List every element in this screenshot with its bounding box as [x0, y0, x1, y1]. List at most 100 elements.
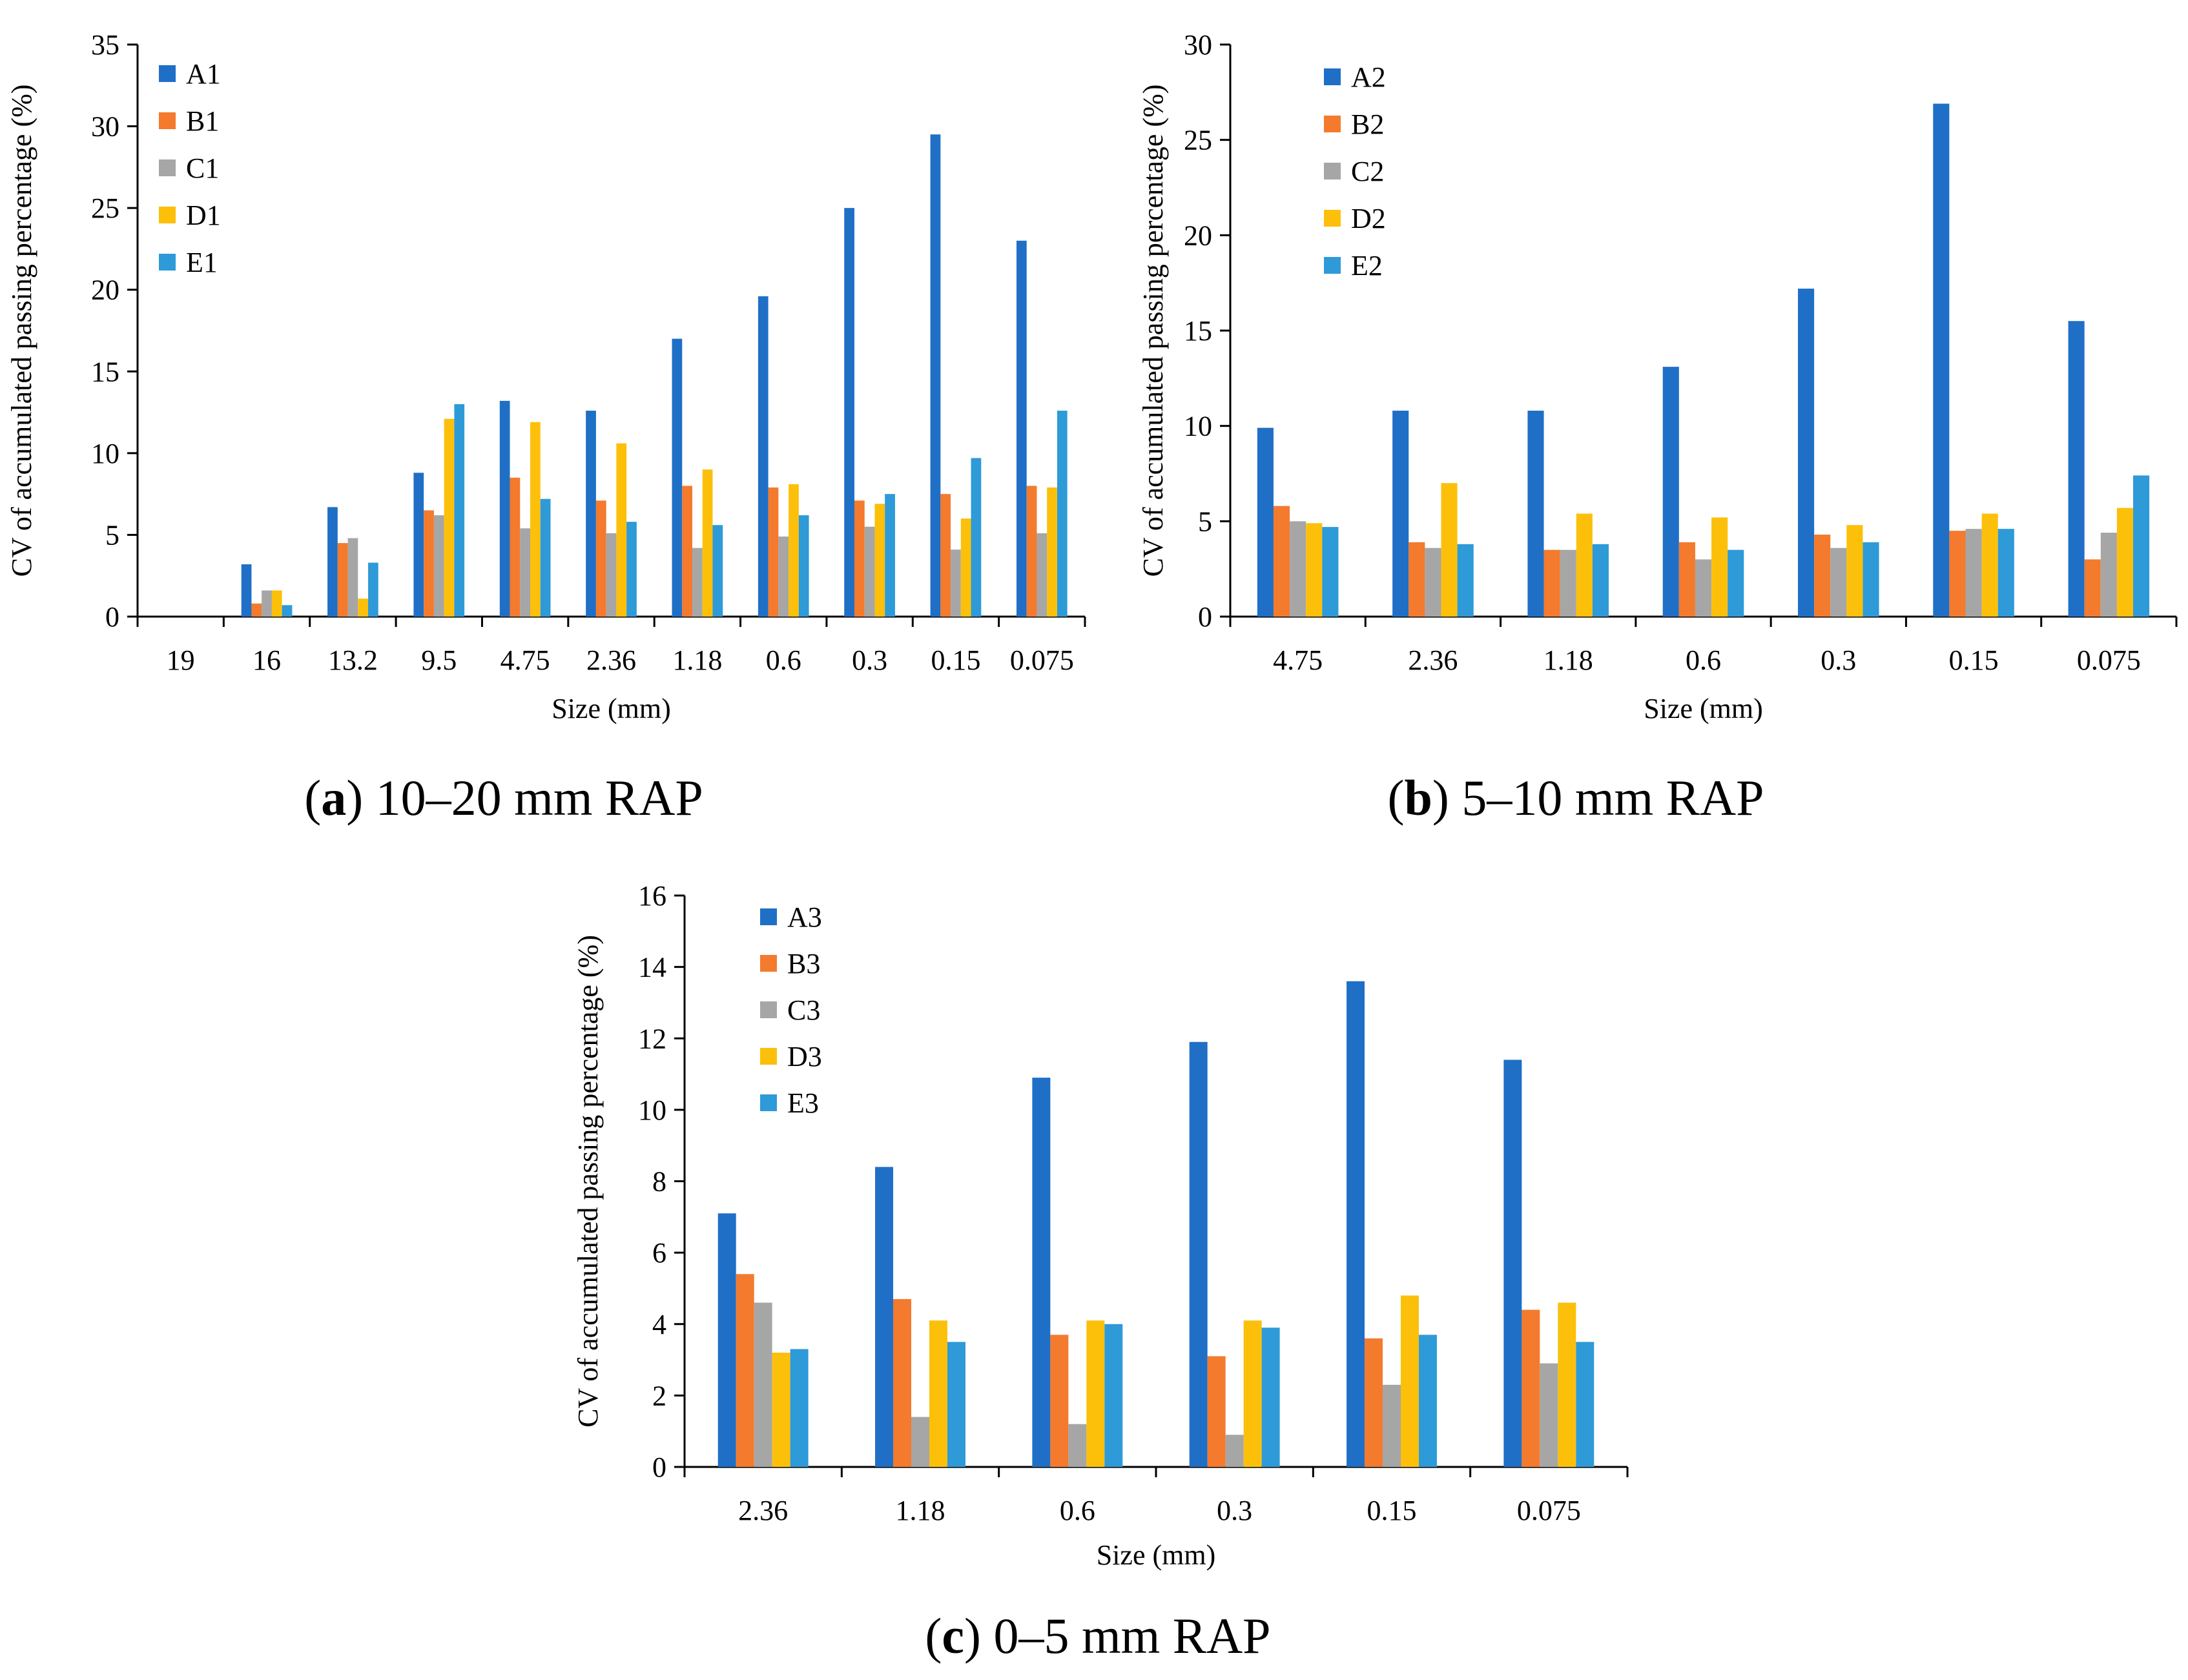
bar-D3-0.6	[1086, 1320, 1105, 1467]
bar-C1-9.5	[433, 515, 444, 617]
bar-C1-0.15	[951, 549, 961, 617]
bar-B1-4.75	[510, 477, 521, 617]
bar-D1-4.75	[530, 422, 541, 617]
bar-D1-1.18	[702, 469, 713, 617]
bar-B1-1.18	[682, 486, 692, 617]
bar-C3-0.15	[1383, 1384, 1401, 1467]
y-tick-label: 0	[1198, 601, 1212, 633]
bar-C3-2.36	[754, 1302, 772, 1467]
bar-E1-0.075	[1057, 411, 1068, 617]
x-tick-label: 0.6	[766, 644, 801, 676]
x-tick-label: 4.75	[1273, 644, 1323, 676]
legend-label-A2: A2	[1351, 61, 1386, 93]
bar-C3-0.3	[1225, 1435, 1244, 1467]
legend-label-E1: E1	[186, 247, 218, 278]
bar-A2-4.75	[1257, 427, 1274, 617]
legend-label-C2: C2	[1351, 156, 1384, 187]
y-tick-label: 35	[91, 29, 119, 61]
bar-C1-1.18	[692, 548, 703, 617]
bar-A1-0.3	[844, 208, 854, 617]
legend-label-D1: D1	[186, 200, 221, 231]
bar-C2-2.36	[1425, 548, 1441, 617]
bar-E3-0.075	[1576, 1342, 1595, 1467]
bar-A2-0.6	[1662, 367, 1679, 617]
legend-swatch-E2	[1324, 257, 1341, 274]
y-tick-label: 30	[1184, 29, 1212, 61]
bar-E2-1.18	[1592, 544, 1609, 617]
legend-label-B2: B2	[1351, 108, 1384, 140]
bar-B2-0.3	[1814, 535, 1831, 617]
y-tick-label: 25	[1184, 125, 1212, 156]
y-tick-label: 4	[652, 1309, 666, 1340]
legend-swatch-A2	[1324, 68, 1341, 85]
y-tick-label: 25	[91, 192, 119, 224]
y-tick-label: 20	[1184, 220, 1212, 251]
x-tick-label: 4.75	[501, 644, 550, 676]
bar-D3-0.075	[1558, 1302, 1576, 1467]
x-tick-label: 0.075	[1010, 644, 1074, 676]
y-tick-label: 16	[638, 880, 666, 912]
bar-D2-2.36	[1441, 483, 1458, 617]
bar-C2-1.18	[1560, 549, 1576, 617]
bar-B1-0.15	[940, 494, 951, 617]
bar-A2-0.075	[2068, 321, 2085, 617]
y-tick-label: 12	[638, 1023, 666, 1054]
bar-B2-0.6	[1678, 542, 1695, 617]
bar-E1-13.2	[368, 562, 378, 617]
y-tick-label: 10	[91, 438, 119, 469]
legend-swatch-E3	[760, 1094, 777, 1111]
bar-E2-0.15	[1997, 529, 2014, 617]
y-tick-label: 10	[638, 1094, 666, 1126]
legend-swatch-D1	[159, 207, 176, 223]
bar-C2-0.3	[1830, 548, 1847, 617]
x-axis-title: Size (mm)	[552, 693, 671, 724]
y-tick-label: 0	[652, 1451, 666, 1483]
bar-E1-2.36	[626, 522, 637, 617]
y-tick-label: 20	[91, 274, 119, 306]
bar-A3-0.6	[1032, 1078, 1051, 1467]
bar-C1-16	[262, 590, 272, 617]
bar-D2-0.075	[2116, 507, 2134, 617]
chart-panel-b: 0 5 10 15 20 25 30 4.75 2.36 1.18 0.6 0.3 0.15 0.075 A…	[1137, 29, 2178, 826]
x-tick-label: 2.36	[1408, 644, 1458, 676]
bar-C2-4.75	[1290, 521, 1306, 617]
bar-E1-9.5	[454, 404, 465, 617]
bar-B1-0.6	[768, 487, 779, 617]
bar-B1-0.3	[854, 500, 865, 617]
bar-C3-0.6	[1068, 1424, 1087, 1467]
bar-A3-0.15	[1347, 981, 1365, 1467]
bar-E2-2.36	[1457, 544, 1474, 617]
panel-caption-letter: a	[321, 770, 346, 826]
bar-A3-0.075	[1503, 1060, 1522, 1467]
legend-swatch-D3	[760, 1048, 777, 1065]
bar-A1-9.5	[413, 473, 424, 617]
bar-C1-4.75	[520, 528, 531, 617]
legend-swatch-E1	[159, 254, 176, 271]
legend-swatch-D2	[1324, 210, 1341, 227]
bar-E3-2.36	[790, 1349, 809, 1467]
bar-D2-1.18	[1576, 513, 1593, 617]
bar-E1-1.18	[712, 525, 723, 617]
bar-D1-0.3	[874, 504, 885, 617]
bar-E3-0.15	[1418, 1335, 1437, 1467]
bar-A1-0.15	[930, 134, 941, 617]
y-tick-label: 2	[652, 1380, 666, 1411]
bar-D1-0.075	[1047, 487, 1057, 617]
legend-label-C1: C1	[186, 152, 219, 184]
bar-A1-4.75	[499, 400, 510, 617]
bar-C2-0.15	[1965, 529, 1982, 617]
legend-label-D3: D3	[787, 1041, 822, 1072]
legend-label-A3: A3	[787, 901, 822, 933]
legend-swatch-C1	[159, 159, 176, 176]
bar-D1-0.6	[789, 484, 799, 617]
legend-label-A1: A1	[186, 58, 221, 90]
legend-label-E2: E2	[1351, 250, 1383, 282]
x-axis-title: Size (mm)	[1644, 693, 1763, 724]
x-tick-label: 0.6	[1060, 1495, 1095, 1526]
y-tick-label: 5	[1198, 506, 1212, 537]
bar-E1-0.15	[971, 458, 982, 617]
bar-A3-0.3	[1189, 1041, 1208, 1467]
bar-D2-0.6	[1711, 517, 1728, 617]
panel-caption: (c) 0–5 mm RAP	[925, 1608, 1270, 1664]
